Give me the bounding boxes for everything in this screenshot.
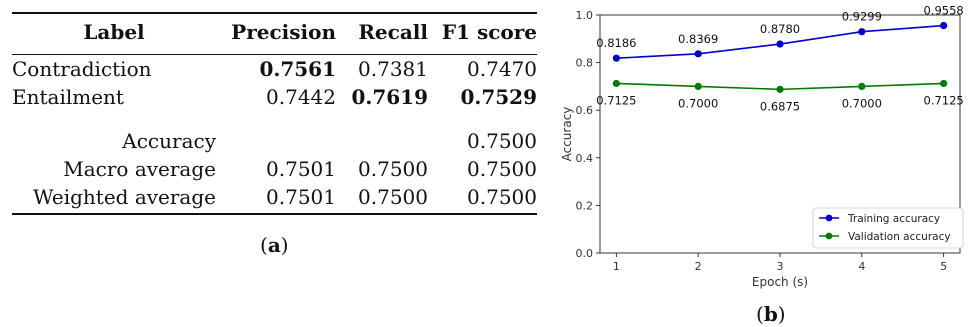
row-precision: 0.7501 xyxy=(266,157,336,181)
row-precision: 0.7442 xyxy=(266,85,336,109)
row-recall xyxy=(336,127,428,155)
x-axis-title: Epoch (s) xyxy=(752,275,808,289)
header-label: Label xyxy=(83,20,145,44)
row-f1: 0.7470 xyxy=(467,57,537,81)
table-row: Accuracy 0.7500 xyxy=(12,127,537,155)
y-tick-label: 0.8 xyxy=(576,57,594,70)
header-f1: F1 score xyxy=(441,20,537,44)
caption-a: (a) xyxy=(260,233,289,257)
y-tick-label: 0.4 xyxy=(576,152,594,165)
row-f1: 0.7529 xyxy=(460,85,537,109)
row-label: Entailment xyxy=(12,85,124,109)
data-label: 0.8369 xyxy=(678,32,718,46)
data-point xyxy=(694,82,702,90)
y-axis-title: Accuracy xyxy=(560,107,574,162)
data-label: 0.8780 xyxy=(760,22,800,36)
data-label: 0.7125 xyxy=(596,93,636,107)
data-point xyxy=(612,54,620,62)
y-tick-label: 0.0 xyxy=(576,247,594,260)
data-label: 0.7125 xyxy=(924,93,964,107)
row-f1: 0.7500 xyxy=(467,157,537,181)
row-precision: 0.7561 xyxy=(259,57,336,81)
table-header-row: Label Precision Recall F1 score xyxy=(12,13,537,55)
data-point xyxy=(858,28,866,36)
legend-label: Training accuracy xyxy=(847,213,940,225)
legend-box xyxy=(812,207,964,249)
y-tick-label: 0.2 xyxy=(576,199,594,212)
x-tick-label: 1 xyxy=(613,260,620,273)
row-label: Macro average xyxy=(63,157,216,181)
x-tick-label: 4 xyxy=(858,260,865,273)
row-label: Accuracy xyxy=(122,129,216,153)
legend-marker xyxy=(825,232,833,240)
table-row: Entailment 0.7442 0.7619 0.7529 xyxy=(12,83,537,111)
accuracy-line-chart: 0.0 0.2 0.4 0.6 0.8 1.0 1 2 3 4 5 Epoch (s) Accuracy… xyxy=(560,4,964,289)
caption-b: (b) xyxy=(756,302,786,326)
table-spacer-row xyxy=(12,111,537,127)
row-precision xyxy=(216,127,336,155)
x-tick-label: 5 xyxy=(940,260,947,273)
y-tick-label: 0.6 xyxy=(576,104,594,117)
row-recall: 0.7381 xyxy=(358,57,428,81)
row-precision: 0.7501 xyxy=(216,183,336,215)
x-tick-label: 3 xyxy=(777,260,784,273)
data-point xyxy=(858,82,866,90)
data-point xyxy=(694,50,702,58)
legend-label: Validation accuracy xyxy=(848,231,951,243)
data-point xyxy=(940,21,948,30)
data-label: 0.9299 xyxy=(842,10,882,24)
row-label: Weighted average xyxy=(12,183,216,215)
data-point xyxy=(940,79,948,88)
row-recall: 0.7619 xyxy=(351,85,428,109)
table-row: Macro average 0.7501 0.7500 0.7500 xyxy=(12,155,537,183)
data-point xyxy=(776,85,784,93)
accuracy-chart-panel: 0.0 0.2 0.4 0.6 0.8 1.0 1 2 3 4 5 Epoch (s) Accuracy… xyxy=(555,0,974,300)
data-point xyxy=(612,79,620,88)
header-recall: Recall xyxy=(358,20,428,44)
metrics-table-panel: Label Precision Recall F1 score Contradi… xyxy=(12,12,537,257)
row-recall: 0.7500 xyxy=(336,183,428,215)
header-precision: Precision xyxy=(231,20,336,44)
data-label: 0.6875 xyxy=(760,99,800,113)
table-row: Contradiction 0.7561 0.7381 0.7470 xyxy=(12,55,537,84)
classification-report-table: Label Precision Recall F1 score Contradi… xyxy=(12,12,537,215)
row-recall: 0.7500 xyxy=(358,157,428,181)
data-label: 0.7000 xyxy=(678,96,718,110)
series-training: 0.8186 0.8369 0.8780 0.9299 0.9558 xyxy=(596,4,964,62)
x-tick-label: 2 xyxy=(695,260,702,273)
table-row: Weighted average 0.7501 0.7500 0.7500 xyxy=(12,183,537,215)
row-label: Contradiction xyxy=(12,57,152,81)
row-f1: 0.7500 xyxy=(467,129,537,153)
data-label: 0.7000 xyxy=(842,96,882,110)
series-validation: 0.7125 0.7000 0.6875 0.7000 0.7125 xyxy=(596,79,964,113)
data-label: 0.8186 xyxy=(596,36,636,50)
legend-marker xyxy=(825,214,833,222)
chart-legend: Training accuracy Validation accuracy xyxy=(812,207,964,249)
data-point xyxy=(776,40,784,48)
data-label: 0.9558 xyxy=(924,4,964,18)
row-f1: 0.7500 xyxy=(428,183,537,215)
y-tick-label: 1.0 xyxy=(576,9,594,22)
